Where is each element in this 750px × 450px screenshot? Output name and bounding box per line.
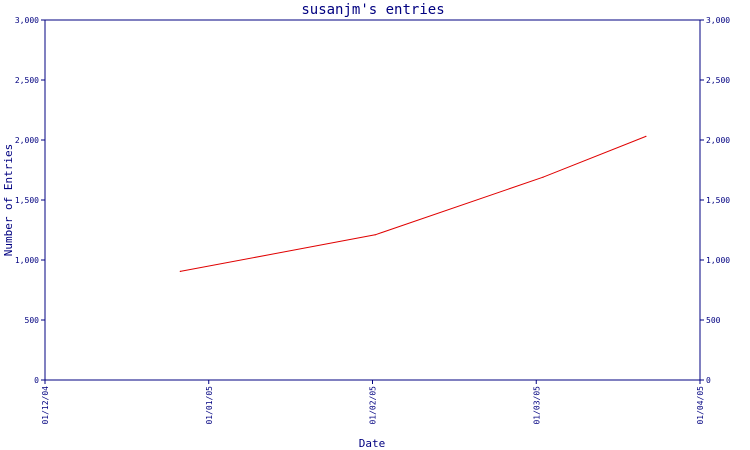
data-point	[374, 234, 376, 236]
y-tick-label-right: 2,500	[706, 76, 730, 85]
y-tick-label-left: 1,500	[15, 196, 39, 205]
y-tick-label-left: 0	[34, 376, 39, 385]
y-tick-label-left: 3,000	[15, 16, 39, 25]
series-layer	[179, 135, 647, 272]
y-tick-label-left: 1,000	[15, 256, 39, 265]
series-line	[180, 135, 647, 272]
x-tick-label: 01/12/04	[41, 386, 50, 425]
y-tick-label-right: 1,000	[706, 256, 730, 265]
x-tick-label: 01/03/05	[532, 386, 541, 425]
y-tick-label-left: 2,500	[15, 76, 39, 85]
y-axis-label: Number of Entries	[2, 144, 15, 257]
data-point	[645, 135, 647, 137]
chart-title: susanjm's entries	[301, 2, 444, 18]
x-axis-label: Date	[359, 437, 386, 450]
y-tick-label-right: 1,500	[706, 196, 730, 205]
data-point	[179, 270, 181, 272]
y-tick-label-left: 500	[25, 316, 40, 325]
data-point	[542, 176, 544, 178]
y-ticks-left: 0 500 1,000 1,500 2,000 2,500 3,000	[15, 16, 45, 385]
x-tick-label: 01/04/05	[696, 386, 705, 425]
y-ticks-right: 0 500 1,000 1,500 2,000 2,500 3,000	[700, 16, 730, 385]
x-tick-label: 01/02/05	[369, 386, 378, 425]
plot-frame	[44, 19, 701, 381]
y-tick-label-left: 2,000	[15, 136, 39, 145]
y-tick-label-right: 500	[706, 316, 721, 325]
x-tick-label: 01/01/05	[205, 386, 214, 425]
x-ticks: 01/12/04 01/01/05 01/02/05 01/03/05 01/04/05	[41, 380, 705, 425]
y-tick-label-right: 0	[706, 376, 711, 385]
y-tick-label-right: 3,000	[706, 16, 730, 25]
y-tick-label-right: 2,000	[706, 136, 730, 145]
